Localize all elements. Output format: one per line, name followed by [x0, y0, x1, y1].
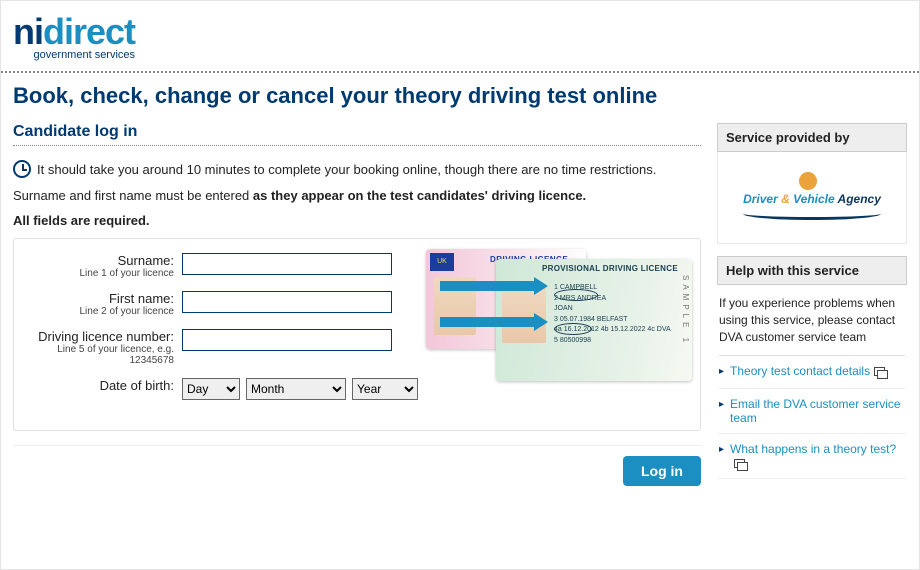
help-links: ▸ Theory test contact details ▸ Email th… [719, 355, 905, 479]
external-link-icon [734, 459, 745, 468]
main-column: Candidate log in It should take you arou… [13, 123, 701, 491]
help-text: If you experience problems when using th… [719, 295, 905, 345]
site-logo: nidirect government services [13, 11, 135, 61]
section-divider [13, 145, 701, 146]
licence-sample-image: UK DRIVING LICENCE PROVISIONAL DRIVING L… [426, 245, 692, 385]
eu-flag-icon: UK [430, 253, 454, 271]
link-email-dva-label: Email the DVA customer service team [730, 397, 905, 425]
circle-mark-icon [554, 289, 598, 301]
arrow-head-icon [534, 313, 548, 331]
licence-label: Driving licence number: [26, 329, 174, 344]
time-notice-row: It should take you around 10 minutes to … [13, 160, 701, 178]
surname-input[interactable] [182, 253, 392, 275]
card-sample-label: SAMPLE 1 [681, 275, 690, 346]
caret-icon: ▸ [719, 442, 724, 458]
firstname-label-col: First name: Line 2 of your licence [26, 291, 182, 317]
link-what-happens[interactable]: ▸ What happens in a theory test? [719, 434, 905, 479]
service-provided-heading: Service provided by [717, 123, 907, 152]
section-title: Candidate log in [13, 123, 701, 141]
agency-agency: Agency [835, 192, 881, 206]
arrow-icon [440, 281, 534, 291]
agency-amp: & [778, 192, 793, 206]
side-column: Service provided by Driver & Vehicle Age… [717, 123, 907, 491]
wave-icon [743, 210, 881, 220]
surname-hint: Line 1 of your licence [26, 268, 174, 279]
surname-label: Surname: [26, 253, 174, 268]
clock-icon [13, 160, 31, 178]
logo-direct: direct [43, 11, 135, 52]
name-rule-bold: as they appear on the test candidates' d… [253, 188, 586, 203]
caret-icon: ▸ [719, 364, 724, 380]
agency-driver: Driver [743, 192, 778, 206]
dob-label-col: Date of birth: [26, 378, 182, 393]
card-line-2b: JOAN [554, 304, 671, 315]
link-what-happens-label: What happens in a theory test? [730, 442, 896, 456]
green-card-title: PROVISIONAL DRIVING LICENCE [542, 264, 678, 273]
login-button-row: Log in [13, 445, 701, 486]
dob-selects: Day Month Year [182, 378, 418, 400]
surname-label-col: Surname: Line 1 of your licence [26, 253, 182, 279]
login-button[interactable]: Log in [623, 456, 701, 486]
dob-month-select[interactable]: Month [246, 378, 346, 400]
external-link-icon [874, 367, 885, 376]
circle-mark-icon [554, 323, 592, 335]
firstname-input[interactable] [182, 291, 392, 313]
page-container: nidirect government services Book, check… [0, 0, 920, 570]
time-notice-text: It should take you around 10 minutes to … [37, 162, 656, 177]
divider [1, 71, 919, 73]
dob-year-select[interactable]: Year [352, 378, 418, 400]
name-rule-prefix: Surname and first name must be entered [13, 188, 253, 203]
name-rule: Surname and first name must be entered a… [13, 188, 701, 203]
caret-icon: ▸ [719, 397, 724, 413]
content: Book, check, change or cancel your theor… [1, 83, 919, 491]
link-theory-contact-label: Theory test contact details [730, 364, 870, 378]
login-form: UK DRIVING LICENCE PROVISIONAL DRIVING L… [13, 238, 701, 431]
arrow-icon [440, 317, 534, 327]
dob-label: Date of birth: [26, 378, 174, 393]
licence-number-input[interactable] [182, 329, 392, 351]
logo-ni: ni [13, 11, 43, 52]
columns: Candidate log in It should take you arou… [13, 123, 907, 491]
intro-block: It should take you around 10 minutes to … [13, 160, 701, 228]
help-heading: Help with this service [717, 256, 907, 285]
link-theory-contact[interactable]: ▸ Theory test contact details [719, 356, 905, 389]
arrow-head-icon [534, 277, 548, 295]
firstname-label: First name: [26, 291, 174, 306]
firstname-hint: Line 2 of your licence [26, 306, 174, 317]
licence-hint: Line 5 of your licence, e.g. 12345678 [26, 344, 174, 366]
dob-day-select[interactable]: Day [182, 378, 240, 400]
link-email-dva[interactable]: ▸ Email the DVA customer service team [719, 389, 905, 434]
agency-vehicle: Vehicle [793, 192, 835, 206]
card-line-5: 5 80500998 [554, 336, 671, 347]
service-provided-body: Driver & Vehicle Agency [717, 152, 907, 244]
sun-icon [799, 172, 817, 190]
required-notice: All fields are required. [13, 213, 701, 228]
header: nidirect government services [1, 1, 919, 69]
licence-label-col: Driving licence number: Line 5 of your l… [26, 329, 182, 366]
page-title: Book, check, change or cancel your theor… [13, 83, 907, 109]
dva-logo: Driver & Vehicle Agency [728, 162, 896, 233]
